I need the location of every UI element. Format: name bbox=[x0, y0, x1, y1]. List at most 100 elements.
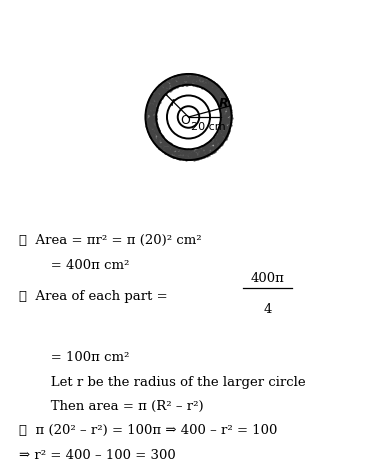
Point bbox=[199, 143, 205, 150]
Point bbox=[195, 145, 201, 152]
Point bbox=[148, 110, 154, 117]
Point bbox=[168, 79, 174, 86]
Point bbox=[199, 149, 205, 157]
Point bbox=[210, 148, 216, 156]
Point bbox=[190, 81, 196, 88]
Point bbox=[218, 103, 224, 110]
Point bbox=[173, 143, 179, 151]
Point bbox=[168, 146, 174, 154]
Point bbox=[159, 139, 166, 146]
Point bbox=[169, 80, 175, 88]
Point bbox=[227, 106, 233, 113]
Point bbox=[158, 134, 164, 141]
Point bbox=[149, 122, 155, 130]
Point bbox=[178, 73, 184, 80]
Point bbox=[214, 84, 220, 92]
Point bbox=[178, 74, 184, 82]
Point bbox=[145, 124, 151, 132]
Point bbox=[143, 112, 149, 120]
Point bbox=[157, 136, 163, 143]
Point bbox=[147, 128, 153, 136]
Point bbox=[163, 147, 169, 155]
Point bbox=[154, 93, 160, 101]
Point bbox=[145, 102, 151, 110]
Point bbox=[213, 82, 219, 90]
Point bbox=[198, 73, 204, 80]
Point bbox=[178, 154, 184, 162]
Point bbox=[205, 146, 211, 153]
Point bbox=[207, 79, 213, 87]
Point bbox=[150, 126, 156, 134]
Point bbox=[167, 85, 173, 92]
Point bbox=[149, 91, 155, 99]
Point bbox=[154, 91, 160, 99]
Point bbox=[151, 91, 157, 98]
Point bbox=[221, 123, 227, 131]
Point bbox=[186, 151, 192, 159]
Point bbox=[147, 131, 153, 138]
Point bbox=[218, 97, 224, 104]
Point bbox=[184, 74, 190, 81]
Point bbox=[207, 81, 213, 89]
Point bbox=[162, 88, 168, 95]
Point bbox=[177, 154, 183, 162]
Point bbox=[200, 144, 206, 152]
Point bbox=[156, 143, 162, 151]
Point bbox=[151, 100, 157, 107]
Point bbox=[157, 81, 163, 89]
Point bbox=[171, 78, 177, 85]
Point bbox=[224, 117, 230, 124]
Point bbox=[170, 77, 176, 85]
Point bbox=[221, 101, 227, 108]
Point bbox=[216, 134, 222, 142]
Point bbox=[157, 141, 163, 148]
Point bbox=[179, 75, 185, 82]
Point bbox=[203, 149, 209, 157]
Point bbox=[182, 150, 188, 158]
Point bbox=[186, 155, 192, 162]
Point bbox=[208, 147, 214, 154]
Point bbox=[146, 108, 152, 115]
Point bbox=[218, 125, 224, 132]
Point bbox=[181, 73, 187, 80]
Point bbox=[155, 91, 161, 99]
Point bbox=[148, 114, 154, 121]
Point bbox=[185, 78, 191, 85]
Point bbox=[225, 116, 231, 123]
Point bbox=[224, 126, 230, 133]
Point bbox=[187, 73, 193, 81]
Point bbox=[169, 142, 175, 150]
Point bbox=[187, 154, 193, 161]
Point bbox=[221, 120, 227, 128]
Point bbox=[146, 117, 152, 124]
Point bbox=[144, 118, 150, 125]
Point bbox=[175, 76, 181, 84]
Point bbox=[159, 84, 165, 92]
Point bbox=[159, 145, 165, 153]
Point bbox=[214, 84, 220, 91]
Point bbox=[223, 100, 229, 107]
Point bbox=[196, 150, 202, 158]
Point bbox=[149, 133, 155, 140]
Point bbox=[185, 149, 191, 156]
Point bbox=[171, 75, 177, 82]
Point bbox=[150, 123, 156, 130]
Point bbox=[156, 97, 162, 104]
Point bbox=[217, 135, 223, 143]
Point bbox=[216, 96, 222, 104]
Point bbox=[197, 152, 203, 159]
Point bbox=[195, 73, 201, 80]
Point bbox=[176, 146, 182, 153]
Point bbox=[222, 125, 228, 133]
Point bbox=[206, 142, 212, 149]
Point bbox=[220, 115, 226, 123]
Point bbox=[171, 145, 177, 153]
Point bbox=[163, 137, 169, 145]
Point bbox=[188, 71, 195, 78]
Point bbox=[222, 114, 228, 121]
Point bbox=[185, 147, 192, 155]
Point bbox=[146, 98, 152, 106]
Point bbox=[221, 131, 227, 139]
Point bbox=[186, 78, 192, 85]
Point bbox=[165, 139, 171, 146]
